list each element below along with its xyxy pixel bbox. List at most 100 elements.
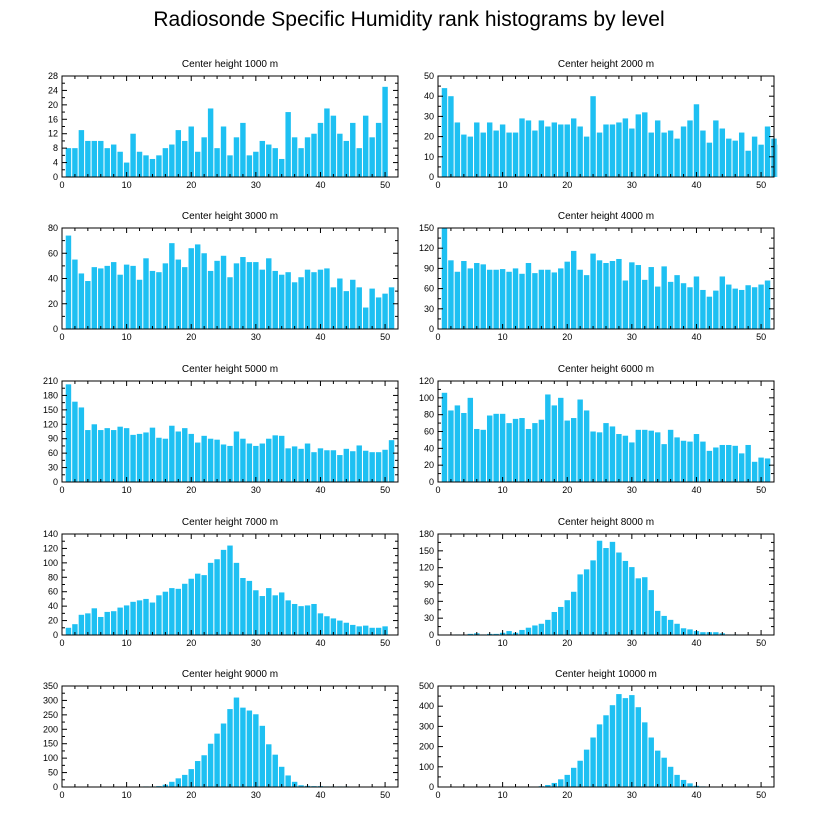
histogram-bar (642, 577, 648, 635)
histogram-bar (311, 272, 317, 329)
histogram-bar (448, 410, 454, 482)
histogram-bar (78, 130, 85, 177)
histogram-bar (551, 611, 558, 635)
y-tick-label: 16 (48, 114, 58, 124)
histogram-bar (162, 148, 169, 177)
histogram-bar (220, 126, 227, 177)
x-tick-label: 40 (691, 332, 701, 342)
x-tick-label: 0 (59, 790, 64, 800)
histogram-bar (519, 629, 525, 635)
histogram-bar (311, 133, 317, 177)
histogram-bar (162, 263, 169, 329)
histogram-bar (570, 767, 577, 787)
histogram-bar (713, 447, 719, 482)
histogram-bar (719, 128, 726, 177)
histogram-bar (266, 438, 272, 482)
histogram-bar (65, 384, 72, 482)
histogram-bar (764, 458, 771, 482)
histogram-bar (577, 574, 583, 635)
histogram-bar (642, 429, 648, 482)
histogram-bar (525, 263, 532, 329)
y-tick-label: 180 (419, 530, 434, 539)
x-tick-label: 20 (562, 790, 572, 800)
histogram-bar (362, 307, 369, 329)
histogram-bar (285, 775, 291, 787)
histogram-bar (674, 774, 680, 787)
histogram-bar (738, 132, 745, 177)
histogram-bar (545, 394, 551, 482)
histogram-bar (130, 601, 136, 635)
histogram-bar (382, 86, 388, 177)
histogram-bar (680, 779, 687, 787)
histogram-bar (661, 444, 667, 482)
histogram-bar (278, 592, 285, 635)
y-tick-label: 300 (43, 695, 58, 705)
histogram-bar (304, 137, 311, 177)
histogram-bar (324, 450, 330, 482)
histogram-bar (188, 248, 194, 329)
histogram-bar (583, 136, 590, 177)
histogram-bar (388, 440, 395, 482)
histogram-bar (486, 269, 493, 329)
histogram-bar (266, 588, 272, 635)
histogram-bar (350, 624, 356, 635)
histogram-bar (91, 140, 98, 177)
histogram-bar (272, 595, 278, 635)
x-tick-label: 10 (498, 638, 508, 648)
histogram-bar (654, 120, 661, 177)
histogram-bar (616, 552, 622, 635)
histogram-bar (635, 429, 642, 482)
histogram-bar (738, 453, 745, 482)
histogram-bar (570, 418, 577, 482)
x-tick-label: 30 (627, 638, 637, 648)
histogram-bar (104, 611, 110, 635)
histogram-bar (635, 578, 642, 635)
histogram-bar (246, 262, 253, 329)
histogram-bar (272, 435, 278, 482)
histogram-bar (91, 608, 98, 635)
histogram-bar (654, 610, 661, 635)
histogram-bar (590, 96, 596, 177)
histogram-bar (130, 265, 136, 329)
histogram-bar (104, 265, 110, 329)
histogram-bar (603, 423, 609, 482)
histogram-bar (117, 426, 123, 482)
y-tick-label: 500 (419, 682, 434, 691)
y-tick-label: 30 (48, 463, 58, 473)
histogram-bar (278, 158, 285, 177)
histogram-bar (506, 423, 512, 482)
histogram-bar (350, 122, 356, 177)
histogram-bar (227, 545, 233, 635)
histogram-bar (311, 452, 317, 482)
histogram-bar (687, 287, 693, 329)
x-tick-label: 20 (562, 332, 572, 342)
histogram-bar (590, 737, 596, 787)
x-tick-label: 30 (251, 332, 261, 342)
y-tick-label: 0 (53, 172, 58, 182)
histogram-bar (583, 569, 590, 635)
histogram-bar (233, 263, 240, 329)
histogram-bar (266, 144, 272, 177)
histogram-bar (362, 450, 369, 482)
histogram-bar (233, 431, 240, 482)
histogram-bar (609, 260, 616, 329)
x-tick-label: 40 (691, 790, 701, 800)
x-tick-label: 40 (315, 180, 325, 190)
histogram-bar (169, 588, 175, 635)
histogram-bar (467, 397, 474, 482)
x-tick-label: 50 (756, 790, 766, 800)
histogram-bar (337, 620, 343, 635)
histogram-bar (317, 122, 324, 177)
histogram-bar (629, 128, 635, 177)
x-tick-label: 50 (380, 180, 390, 190)
histogram-bar (175, 259, 182, 329)
x-tick-label: 10 (122, 790, 132, 800)
y-tick-label: 60 (424, 596, 434, 606)
histogram-bar (616, 258, 622, 329)
histogram-bar (558, 779, 564, 787)
y-tick-label: 200 (419, 742, 434, 752)
histogram-bar (680, 440, 687, 482)
histogram-bar (317, 448, 324, 482)
histogram-bar (751, 461, 758, 482)
histogram-bar (298, 785, 304, 787)
